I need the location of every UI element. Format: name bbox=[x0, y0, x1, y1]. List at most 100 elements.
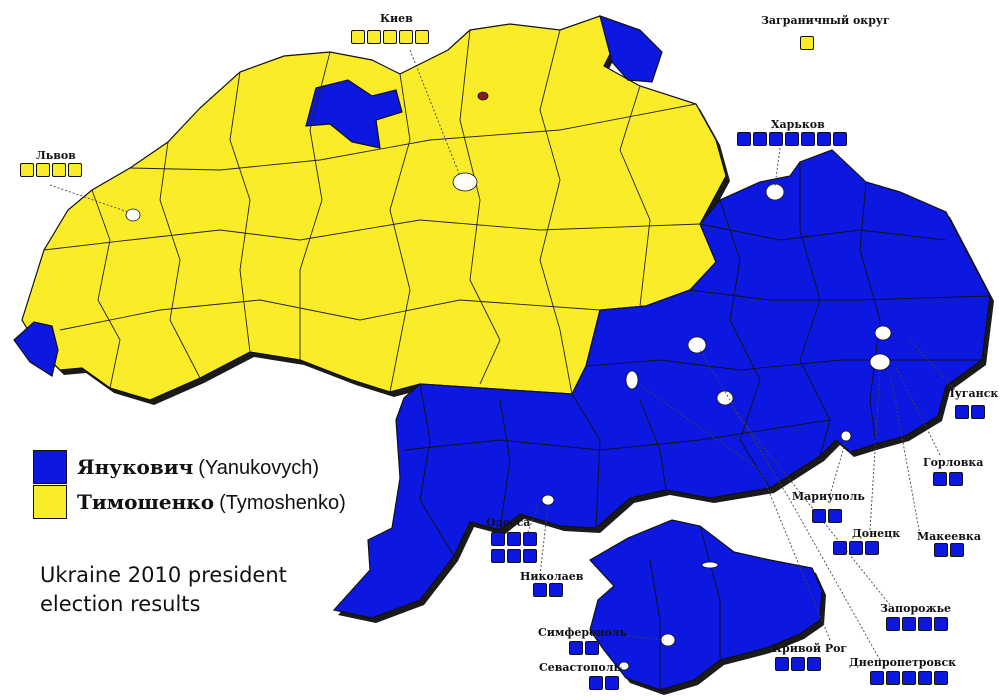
caption-line: Ukraine 2010 president bbox=[40, 563, 287, 587]
result-box bbox=[491, 532, 505, 546]
dnepropetrovsk-label: Днепропетровск bbox=[849, 656, 957, 669]
dnipro-city-shape bbox=[687, 336, 707, 354]
result-box bbox=[569, 641, 583, 655]
lviv-city-shape bbox=[125, 208, 141, 222]
zaporozhe-result-boxes bbox=[886, 617, 948, 631]
zaporozhe-label: Запорожье bbox=[880, 602, 952, 615]
legend-item-tymoshenko: Тимошенко (Tymoshenko) bbox=[33, 485, 346, 519]
result-box bbox=[737, 132, 751, 146]
simferopol-label: Симферополь bbox=[538, 626, 628, 639]
result-box bbox=[955, 405, 969, 419]
leader-lines bbox=[49, 49, 961, 669]
legend-item-yanukovych: Янукович (Yanukovych) bbox=[33, 450, 319, 484]
kharkov-label: Харьков bbox=[771, 118, 825, 131]
donetsk-city-shape bbox=[869, 353, 891, 371]
result-box bbox=[833, 541, 847, 555]
krivoy-rog-result-boxes bbox=[775, 657, 821, 671]
result-box bbox=[833, 132, 847, 146]
donetsk-result-boxes bbox=[833, 541, 879, 555]
kharkov-result-boxes bbox=[737, 132, 847, 146]
result-box bbox=[807, 657, 821, 671]
result-box bbox=[769, 132, 783, 146]
result-box bbox=[933, 472, 947, 486]
result-box bbox=[934, 543, 948, 557]
city-enclaves bbox=[125, 172, 892, 671]
result-box bbox=[367, 30, 381, 44]
result-box bbox=[399, 30, 413, 44]
lugansk-result-boxes bbox=[955, 405, 985, 419]
result-box bbox=[934, 671, 948, 685]
sevastopol-label: Севастополь bbox=[539, 661, 621, 674]
district-borders-west bbox=[43, 29, 701, 395]
result-box bbox=[549, 583, 563, 597]
result-box bbox=[849, 541, 863, 555]
map-caption: Ukraine 2010 president election results bbox=[40, 561, 340, 619]
lugansk-city-shape bbox=[874, 325, 892, 341]
result-box bbox=[351, 30, 365, 44]
result-box bbox=[865, 541, 879, 555]
result-box bbox=[918, 671, 932, 685]
kryvyi-rih-city-shape bbox=[625, 370, 639, 390]
dnepropetrovsk-result-boxes bbox=[870, 671, 948, 685]
donetsk-label: Донецк bbox=[852, 527, 901, 540]
result-box bbox=[801, 132, 815, 146]
result-box bbox=[918, 617, 932, 631]
legend-label-en: (Yanukovych) bbox=[198, 456, 320, 479]
result-box bbox=[585, 641, 599, 655]
simferopol-result-boxes bbox=[569, 641, 599, 655]
result-box bbox=[902, 671, 916, 685]
abroad-result-boxes bbox=[800, 36, 814, 50]
mykolaiv-city-shape bbox=[541, 494, 555, 506]
odessa-label: Одесса bbox=[486, 516, 531, 529]
result-box bbox=[791, 657, 805, 671]
result-box bbox=[785, 132, 799, 146]
caption-line: election results bbox=[40, 592, 201, 616]
kiev-dark-red-district bbox=[477, 91, 489, 101]
result-box bbox=[52, 163, 66, 177]
result-box bbox=[523, 549, 537, 563]
makeevka-result-boxes bbox=[934, 543, 964, 557]
result-box bbox=[870, 671, 884, 685]
result-box bbox=[36, 163, 50, 177]
polissia-blue-district bbox=[305, 79, 403, 149]
legend-label-ru: Янукович bbox=[77, 454, 194, 479]
legend-swatch-tymoshenko bbox=[33, 485, 67, 519]
crimea-region bbox=[589, 519, 823, 691]
lvov-result-boxes bbox=[20, 163, 82, 177]
mariupol-city-shape bbox=[840, 430, 852, 442]
lvov-label: Львов bbox=[36, 149, 76, 162]
nikolaev-result-boxes bbox=[533, 583, 563, 597]
legend-label-en: (Tymoshenko) bbox=[219, 491, 346, 514]
lugansk-label: Луганск bbox=[945, 387, 999, 400]
result-box bbox=[68, 163, 82, 177]
result-box bbox=[491, 549, 505, 563]
result-box bbox=[934, 617, 948, 631]
mariupol-result-boxes bbox=[812, 509, 842, 523]
makeevka-label: Макеевка bbox=[917, 530, 981, 543]
kiev-result-boxes bbox=[351, 30, 429, 44]
gorlovka-label: Горловка bbox=[923, 456, 984, 469]
nikolaev-label: Николаев bbox=[520, 570, 584, 583]
result-box bbox=[415, 30, 429, 44]
result-box bbox=[605, 676, 619, 690]
result-box bbox=[828, 509, 842, 523]
result-box bbox=[971, 405, 985, 419]
gorlovka-result-boxes bbox=[933, 472, 963, 486]
result-box bbox=[886, 617, 900, 631]
result-box bbox=[800, 36, 814, 50]
result-box bbox=[507, 532, 521, 546]
result-box bbox=[817, 132, 831, 146]
result-box bbox=[775, 657, 789, 671]
crimea-lake-shape bbox=[701, 561, 719, 569]
legend-swatch-yanukovych bbox=[33, 450, 67, 484]
zakarpattia-blue-district bbox=[13, 321, 59, 377]
result-box bbox=[383, 30, 397, 44]
zaporizhzhia-city-shape bbox=[716, 390, 734, 406]
district-borders-east bbox=[403, 162, 991, 690]
result-box bbox=[20, 163, 34, 177]
sevastopol-result-boxes bbox=[589, 676, 619, 690]
result-box bbox=[949, 472, 963, 486]
krivoy-rog-label: Кривой Рог bbox=[772, 642, 848, 655]
mariupol-label: Мариуполь bbox=[792, 490, 865, 503]
result-box bbox=[753, 132, 767, 146]
